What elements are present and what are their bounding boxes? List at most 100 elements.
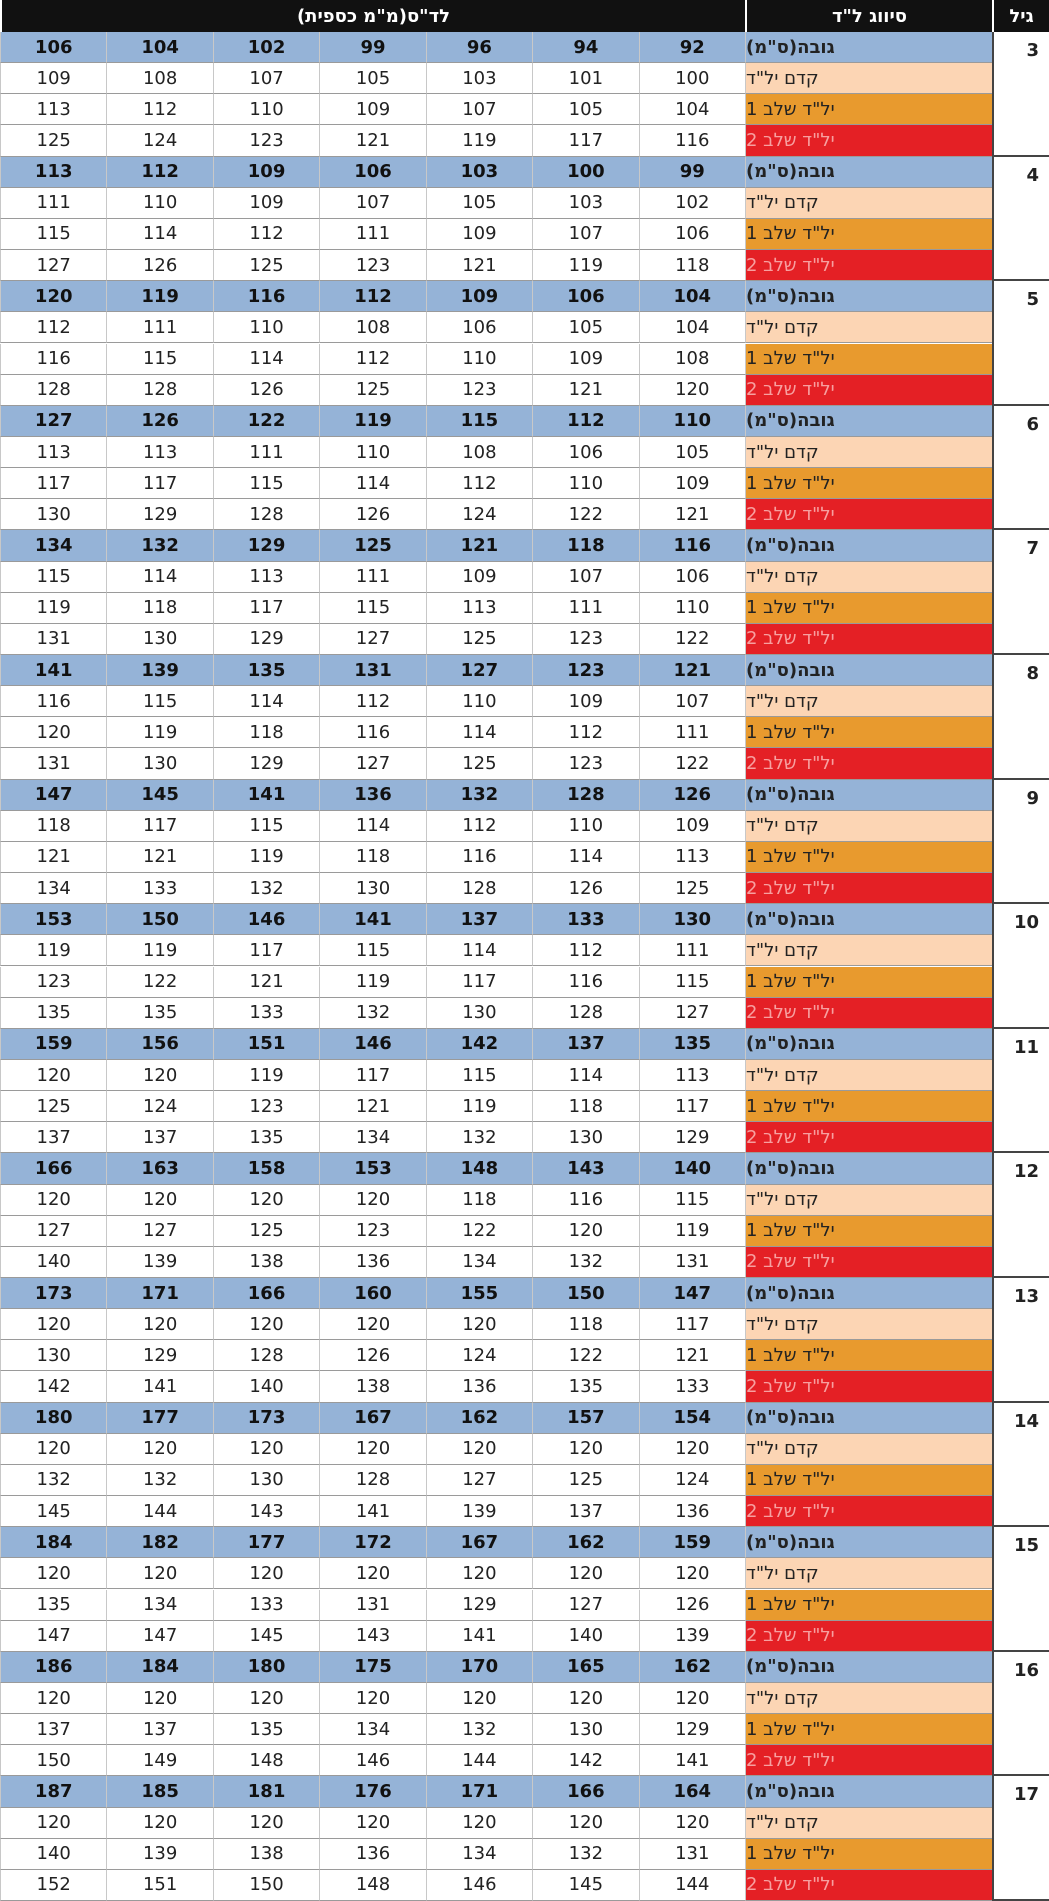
value-cell: 120 — [638, 1807, 745, 1839]
value-cell: 117 — [319, 1059, 426, 1092]
value-cell: 109 — [425, 218, 533, 251]
value-cell: 131 — [638, 1246, 745, 1278]
value-cell: 146 — [425, 1869, 533, 1901]
value-cell: 127 — [0, 1215, 107, 1247]
value-cell: 105 — [319, 63, 426, 95]
value-cell: 112 — [0, 312, 107, 344]
row-label: גובה(ס"מ) — [745, 1402, 992, 1434]
value-cell: 128 — [319, 1464, 426, 1497]
value-cell: 135 — [0, 997, 107, 1029]
value-cell: 121 — [532, 374, 639, 406]
value-cell: 144 — [425, 1745, 533, 1777]
value-cell: 130 — [106, 623, 213, 655]
value-cell: 154 — [638, 1402, 745, 1434]
value-cell: 137 — [532, 1496, 639, 1528]
value-cell: 113 — [0, 94, 107, 126]
value-cell: 117 — [106, 810, 213, 842]
value-cell: 147 — [106, 1620, 213, 1652]
value-cell: 151 — [106, 1869, 213, 1901]
value-cell: 107 — [532, 218, 639, 251]
value-cell: 119 — [0, 935, 107, 967]
row-label: יל"ד שלב 2 — [745, 873, 992, 905]
value-cell: 120 — [106, 1558, 213, 1590]
value-cell: 103 — [532, 187, 639, 219]
value-cell: 120 — [212, 1184, 320, 1216]
value-cell: 115 — [425, 405, 533, 437]
row-label: קדם יל"ד — [745, 187, 992, 219]
value-cell: 155 — [425, 1278, 533, 1310]
value-cell: 110 — [212, 312, 320, 344]
value-cell: 120 — [0, 1184, 107, 1216]
value-cell: 125 — [0, 1091, 107, 1123]
value-cell: 135 — [532, 1371, 639, 1403]
value-cell: 170 — [425, 1651, 533, 1683]
value-cell: 128 — [532, 779, 639, 811]
value-cell: 107 — [319, 187, 426, 219]
value-cell: 141 — [425, 1620, 533, 1652]
value-cell: 120 — [106, 1059, 213, 1092]
value-cell: 118 — [425, 1184, 533, 1216]
value-cell: 117 — [212, 592, 320, 624]
value-cell: 128 — [106, 374, 213, 406]
value-cell: 134 — [319, 1714, 426, 1746]
value-cell: 134 — [0, 873, 107, 905]
value-cell: 136 — [319, 1246, 426, 1278]
value-cell: 143 — [212, 1496, 320, 1528]
row-label: יל"ד שלב 1 — [745, 468, 992, 500]
value-cell: 177 — [212, 1527, 320, 1559]
value-cell: 113 — [212, 561, 320, 593]
value-cell: 133 — [212, 997, 320, 1029]
value-cell: 106 — [638, 561, 745, 593]
value-cell: 115 — [212, 810, 320, 842]
value-cell: 139 — [106, 1838, 213, 1870]
value-cell: 115 — [638, 966, 745, 998]
value-cell: 125 — [212, 250, 320, 282]
value-cell: 117 — [532, 125, 639, 157]
value-cell: 112 — [212, 218, 320, 251]
value-cell: 106 — [319, 156, 426, 188]
age-cell: 11 — [992, 1028, 1049, 1154]
value-cell: 113 — [0, 156, 107, 188]
value-cell: 184 — [0, 1527, 107, 1559]
value-cell: 139 — [425, 1496, 533, 1528]
value-cell: 129 — [638, 1122, 745, 1154]
value-cell: 112 — [532, 717, 639, 749]
row-label: קדם יל"ד — [745, 1059, 992, 1092]
value-cell: 130 — [212, 1464, 320, 1497]
value-cell: 119 — [106, 717, 213, 749]
value-cell: 115 — [106, 343, 213, 375]
row-label: יל"ד שלב 2 — [745, 1496, 992, 1528]
value-cell: 120 — [212, 1682, 320, 1715]
value-cell: 122 — [532, 1340, 639, 1372]
value-cell: 120 — [0, 1309, 107, 1341]
value-cell: 108 — [106, 63, 213, 95]
age-header: גיל — [992, 0, 1049, 32]
value-cell: 117 — [425, 966, 533, 998]
value-cell: 145 — [106, 779, 213, 811]
value-cell: 140 — [0, 1838, 107, 1870]
value-cell: 112 — [532, 405, 639, 437]
value-cell: 112 — [425, 810, 533, 842]
row-label: קדם יל"ד — [745, 1433, 992, 1465]
value-cell: 158 — [212, 1153, 320, 1185]
value-cell: 104 — [638, 312, 745, 344]
value-cell: 114 — [425, 717, 533, 749]
value-cell: 111 — [106, 312, 213, 344]
value-cell: 146 — [319, 1028, 426, 1060]
value-cell: 126 — [638, 1589, 745, 1621]
value-cell: 118 — [532, 1309, 639, 1341]
value-cell: 181 — [212, 1776, 320, 1808]
value-cell: 120 — [212, 1558, 320, 1590]
value-cell: 142 — [425, 1028, 533, 1060]
value-cell: 102 — [212, 32, 320, 64]
value-cell: 105 — [532, 312, 639, 344]
value-cell: 140 — [638, 1153, 745, 1185]
value-cell: 121 — [638, 1340, 745, 1372]
value-cell: 127 — [0, 250, 107, 282]
value-cell: 110 — [425, 686, 533, 718]
value-cell: 124 — [425, 1340, 533, 1372]
value-cell: 101 — [532, 63, 639, 95]
value-cell: 110 — [532, 810, 639, 842]
value-cell: 128 — [212, 499, 320, 531]
value-cell: 120 — [0, 1807, 107, 1839]
